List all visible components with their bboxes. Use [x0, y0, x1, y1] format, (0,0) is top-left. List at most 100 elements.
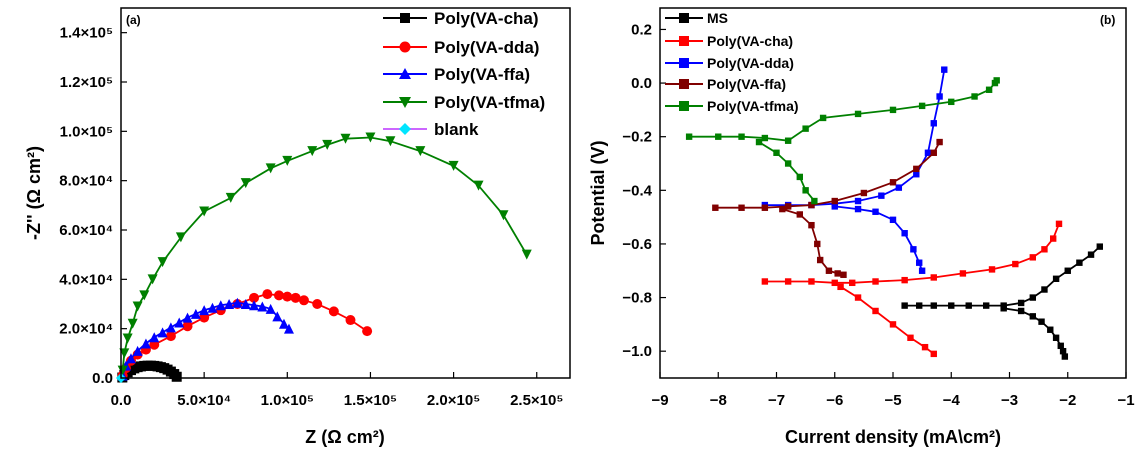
chart-b-point	[784, 160, 792, 167]
chart-b-point	[913, 165, 920, 173]
chart-a-x-tick-label: 1.5×10⁵	[344, 392, 397, 409]
legend-b-marker-2	[679, 58, 689, 68]
chart-a-point	[265, 163, 276, 174]
chart-b-point	[796, 173, 803, 181]
chart-a-point	[171, 371, 182, 382]
chart-a-x-tick-label: 5.0×10⁴	[177, 392, 231, 409]
chart-a-point	[125, 353, 136, 364]
chart-a-series	[116, 132, 532, 383]
chart-b-point	[802, 125, 809, 132]
chart-b-point	[1064, 267, 1071, 274]
chart-a-point	[149, 332, 160, 343]
chart-b-y-tick-label: −0.4	[622, 182, 652, 199]
chart-b-point	[1017, 299, 1025, 307]
chart-a-point	[132, 345, 143, 356]
chart-a-point	[182, 312, 193, 323]
chart-b-point	[854, 110, 862, 118]
chart-b-y-tick-label: −0.6	[622, 236, 652, 253]
chart-a-point	[119, 348, 130, 359]
chart-b-point	[779, 205, 786, 213]
chart-a-point	[278, 318, 289, 329]
chart-a-panel-label: (a)	[126, 13, 141, 27]
chart-b-x-tick-label: −9	[651, 392, 668, 409]
legend-b-label-4: Poly(VA-tfma)	[707, 98, 799, 114]
chart-a-point	[240, 178, 251, 189]
chart-b-point	[1061, 353, 1069, 360]
chart-b-point	[860, 189, 868, 197]
chart-b-point	[921, 343, 929, 351]
chart-a-point	[232, 297, 243, 308]
chart-b-point	[930, 274, 937, 281]
chart-b-point	[930, 302, 937, 309]
chart-b-series	[685, 66, 1103, 360]
chart-b-point	[1029, 294, 1036, 301]
chart-a-point	[282, 291, 293, 302]
chart-a-y-tick-label: 1.4×10⁵	[60, 25, 113, 42]
chart-b-y-tick-label: 0.0	[631, 75, 652, 92]
chart-b-point	[910, 246, 917, 253]
chart-b-ticks: −9 −8 −7 −6 −5 −4 −3 −2 −1 −1.0 −0.8 −0.6 −0.4 −0.2 0.…	[622, 21, 1134, 409]
chart-b-point	[1055, 220, 1063, 228]
legend-a-marker-1	[399, 41, 411, 53]
chart-b-point	[831, 203, 838, 210]
chart-a-point	[225, 192, 236, 203]
chart-b-ylabel: Potential (V)	[588, 140, 608, 245]
chart-b-x-tick-label: −7	[768, 392, 785, 409]
chart-b-point	[1038, 318, 1045, 325]
chart-b-point	[930, 149, 937, 156]
chart-b-series-0	[901, 243, 1103, 360]
chart-a-point	[385, 136, 396, 147]
chart-a-y-axis-title: -Z'' (Ω cm²)	[24, 146, 44, 240]
chart-a-y-tick-label: 2.0×10⁴	[59, 321, 113, 338]
chart-a-xlabel: Z (Ω cm²)	[305, 427, 384, 447]
chart-a-point	[190, 308, 201, 319]
chart-b-point	[941, 66, 948, 73]
chart-a-y-tick-label: 0.0	[92, 370, 113, 387]
chart-a-point	[199, 305, 210, 316]
chart-a-point	[322, 139, 333, 150]
chart-b-point	[808, 221, 815, 229]
chart-b-point	[761, 278, 769, 285]
chart-b-point	[831, 197, 838, 205]
chart-b-point	[761, 204, 769, 211]
chart-a-series-3	[117, 132, 532, 376]
chart-b-point	[936, 93, 943, 100]
chart-b-y-tick-label: −0.8	[622, 290, 652, 307]
chart-a-point	[273, 290, 284, 301]
legend-b-label-0: MS	[707, 10, 728, 26]
chart-a-x-axis-title: Z (Ω cm²)	[305, 427, 384, 447]
chart-b-point	[924, 149, 932, 156]
chart-b-point	[948, 302, 955, 309]
chart-a-point	[207, 302, 218, 313]
legend-b-label-3: Poly(VA-ffa)	[707, 76, 786, 92]
legend-a-label-4: blank	[434, 120, 479, 139]
chart-a-point	[199, 206, 210, 217]
chart-a-point	[215, 300, 226, 311]
chart-a-point	[498, 210, 509, 221]
chart-a-point	[415, 146, 426, 157]
chart-b-series-line-1	[764, 223, 1060, 355]
chart-b-point	[761, 134, 769, 142]
chart-b-point	[854, 294, 862, 301]
chart-b-point	[889, 216, 897, 224]
chart-a-point	[140, 338, 151, 349]
legend-a-marker-2	[399, 68, 411, 79]
legend-a-label-0: Poly(VA-cha)	[434, 9, 539, 28]
chart-b-point	[819, 114, 827, 122]
chart-b-point	[1049, 235, 1057, 242]
chart-b-series-line-3	[715, 141, 941, 276]
chart-b-point	[808, 278, 815, 285]
chart-b-point	[993, 77, 1000, 84]
chart-b-point	[872, 208, 879, 215]
legend-a-marker-4	[399, 123, 411, 135]
legend-b-marker-3	[679, 79, 689, 89]
chart-b-point	[1087, 251, 1095, 258]
chart-b-point	[1076, 259, 1083, 266]
chart-a-y-tick-label: 1.2×10⁵	[60, 74, 113, 91]
chart-a-ylabel: -Z'' (Ω cm²)	[24, 146, 44, 240]
chart-b-point	[1052, 275, 1060, 282]
chart-b-x-tick-label: −6	[826, 392, 843, 409]
chart-b-point	[988, 266, 996, 273]
legend-b-marker-1	[679, 36, 689, 46]
chart-b-point	[773, 149, 780, 156]
